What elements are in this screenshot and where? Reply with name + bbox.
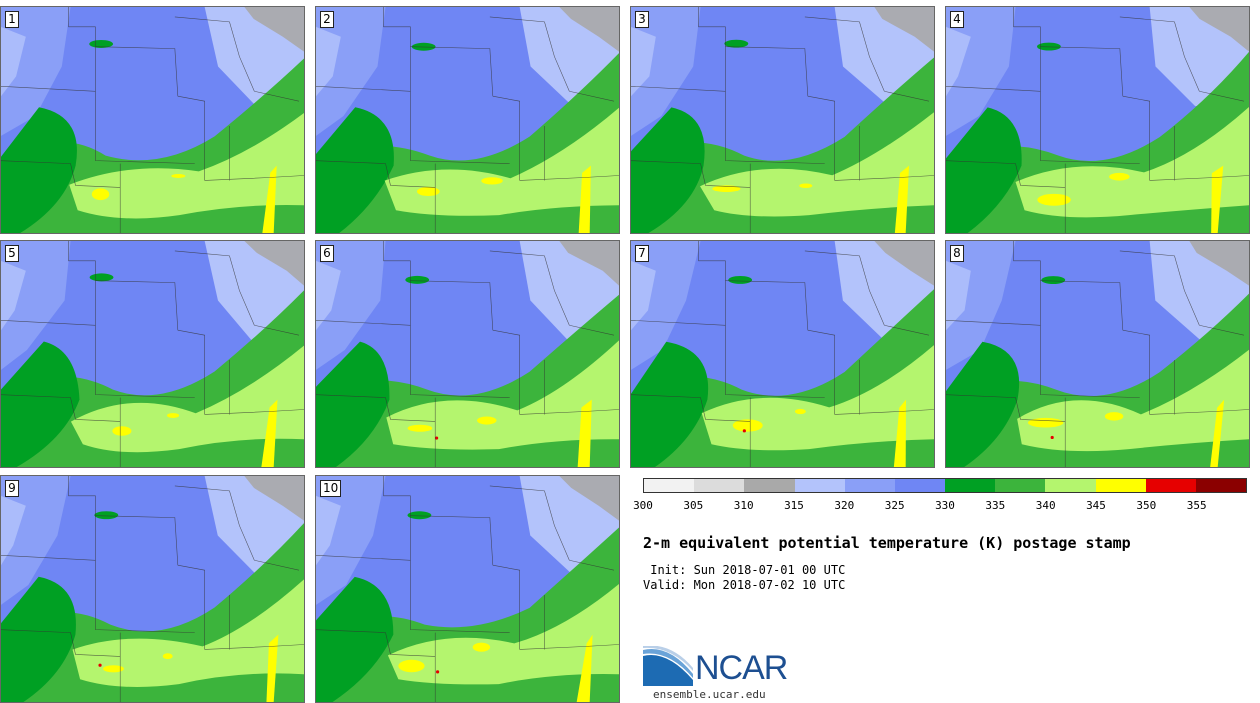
- colorbar-tick-label: 310: [733, 499, 754, 512]
- member-panel: 7: [630, 240, 935, 468]
- colorbar-tick-label: 335: [985, 499, 1006, 512]
- colorbar-tick-label: 320: [834, 499, 855, 512]
- colorbar-segment: [794, 479, 845, 492]
- member-label: 6: [320, 245, 334, 262]
- member-panel: 2: [315, 6, 620, 234]
- member-label: 9: [5, 480, 19, 497]
- colorbar-segment: [744, 479, 795, 492]
- colorbar-segment: [894, 479, 946, 492]
- member-panel: 6: [315, 240, 620, 468]
- member-label: 10: [320, 480, 342, 497]
- member-label: 8: [950, 245, 964, 262]
- map-field: [1, 476, 304, 702]
- logo-url: ensemble.ucar.edu: [653, 688, 766, 701]
- colorbar: [643, 478, 1247, 493]
- init-time: Init: Sun 2018-07-01 00 UTC: [643, 563, 846, 577]
- member-panel: 3: [630, 6, 935, 234]
- colorbar-tick-label: 350: [1136, 499, 1157, 512]
- colorbar-segment: [1045, 479, 1096, 492]
- plot-title: 2-m equivalent potential temperature (K)…: [643, 534, 1131, 552]
- valid-time: Valid: Mon 2018-07-02 10 UTC: [643, 578, 846, 592]
- colorbar-segment: [1095, 479, 1146, 492]
- ncar-logo: NCAR ensemble.ucar.edu: [643, 646, 803, 702]
- map-field: [316, 7, 619, 233]
- colorbar-tick-label: 325: [884, 499, 905, 512]
- member-panel: 4: [945, 6, 1250, 234]
- map-field: [946, 241, 1249, 467]
- map-field: [316, 241, 619, 467]
- member-label: 2: [320, 11, 334, 28]
- colorbar-segment: [1195, 479, 1247, 492]
- member-panel: 1: [0, 6, 305, 234]
- member-label: 1: [5, 11, 19, 28]
- member-label: 4: [950, 11, 964, 28]
- ncar-logo-icon: [643, 646, 693, 686]
- colorbar-segment: [995, 479, 1046, 492]
- colorbar-segment: [694, 479, 745, 492]
- member-panel: 9: [0, 475, 305, 703]
- map-field: [631, 241, 934, 467]
- member-panel: 5: [0, 240, 305, 468]
- member-panel: 10: [315, 475, 620, 703]
- colorbar-tick-label: 315: [784, 499, 804, 512]
- colorbar-segment: [945, 479, 996, 492]
- map-field: [1, 241, 304, 467]
- member-label: 7: [635, 245, 649, 262]
- colorbar-tick-label: 305: [683, 499, 704, 512]
- logo-wordmark: NCAR: [695, 649, 788, 687]
- colorbar-segment: [1145, 479, 1196, 492]
- member-label: 3: [635, 11, 649, 28]
- map-field: [316, 476, 619, 702]
- member-panel: 8: [945, 240, 1250, 468]
- colorbar-tick-label: 340: [1035, 499, 1056, 512]
- member-label: 5: [5, 245, 19, 262]
- colorbar-tick-label: 355: [1186, 499, 1207, 512]
- map-field: [631, 7, 934, 233]
- colorbar-segment: [844, 479, 895, 492]
- map-field: [1, 7, 304, 233]
- colorbar-tick-label: 300: [633, 499, 653, 512]
- colorbar-tick-label: 345: [1086, 499, 1106, 512]
- map-field: [946, 7, 1249, 233]
- colorbar-tick-label: 330: [935, 499, 955, 512]
- colorbar-segment: [644, 479, 695, 492]
